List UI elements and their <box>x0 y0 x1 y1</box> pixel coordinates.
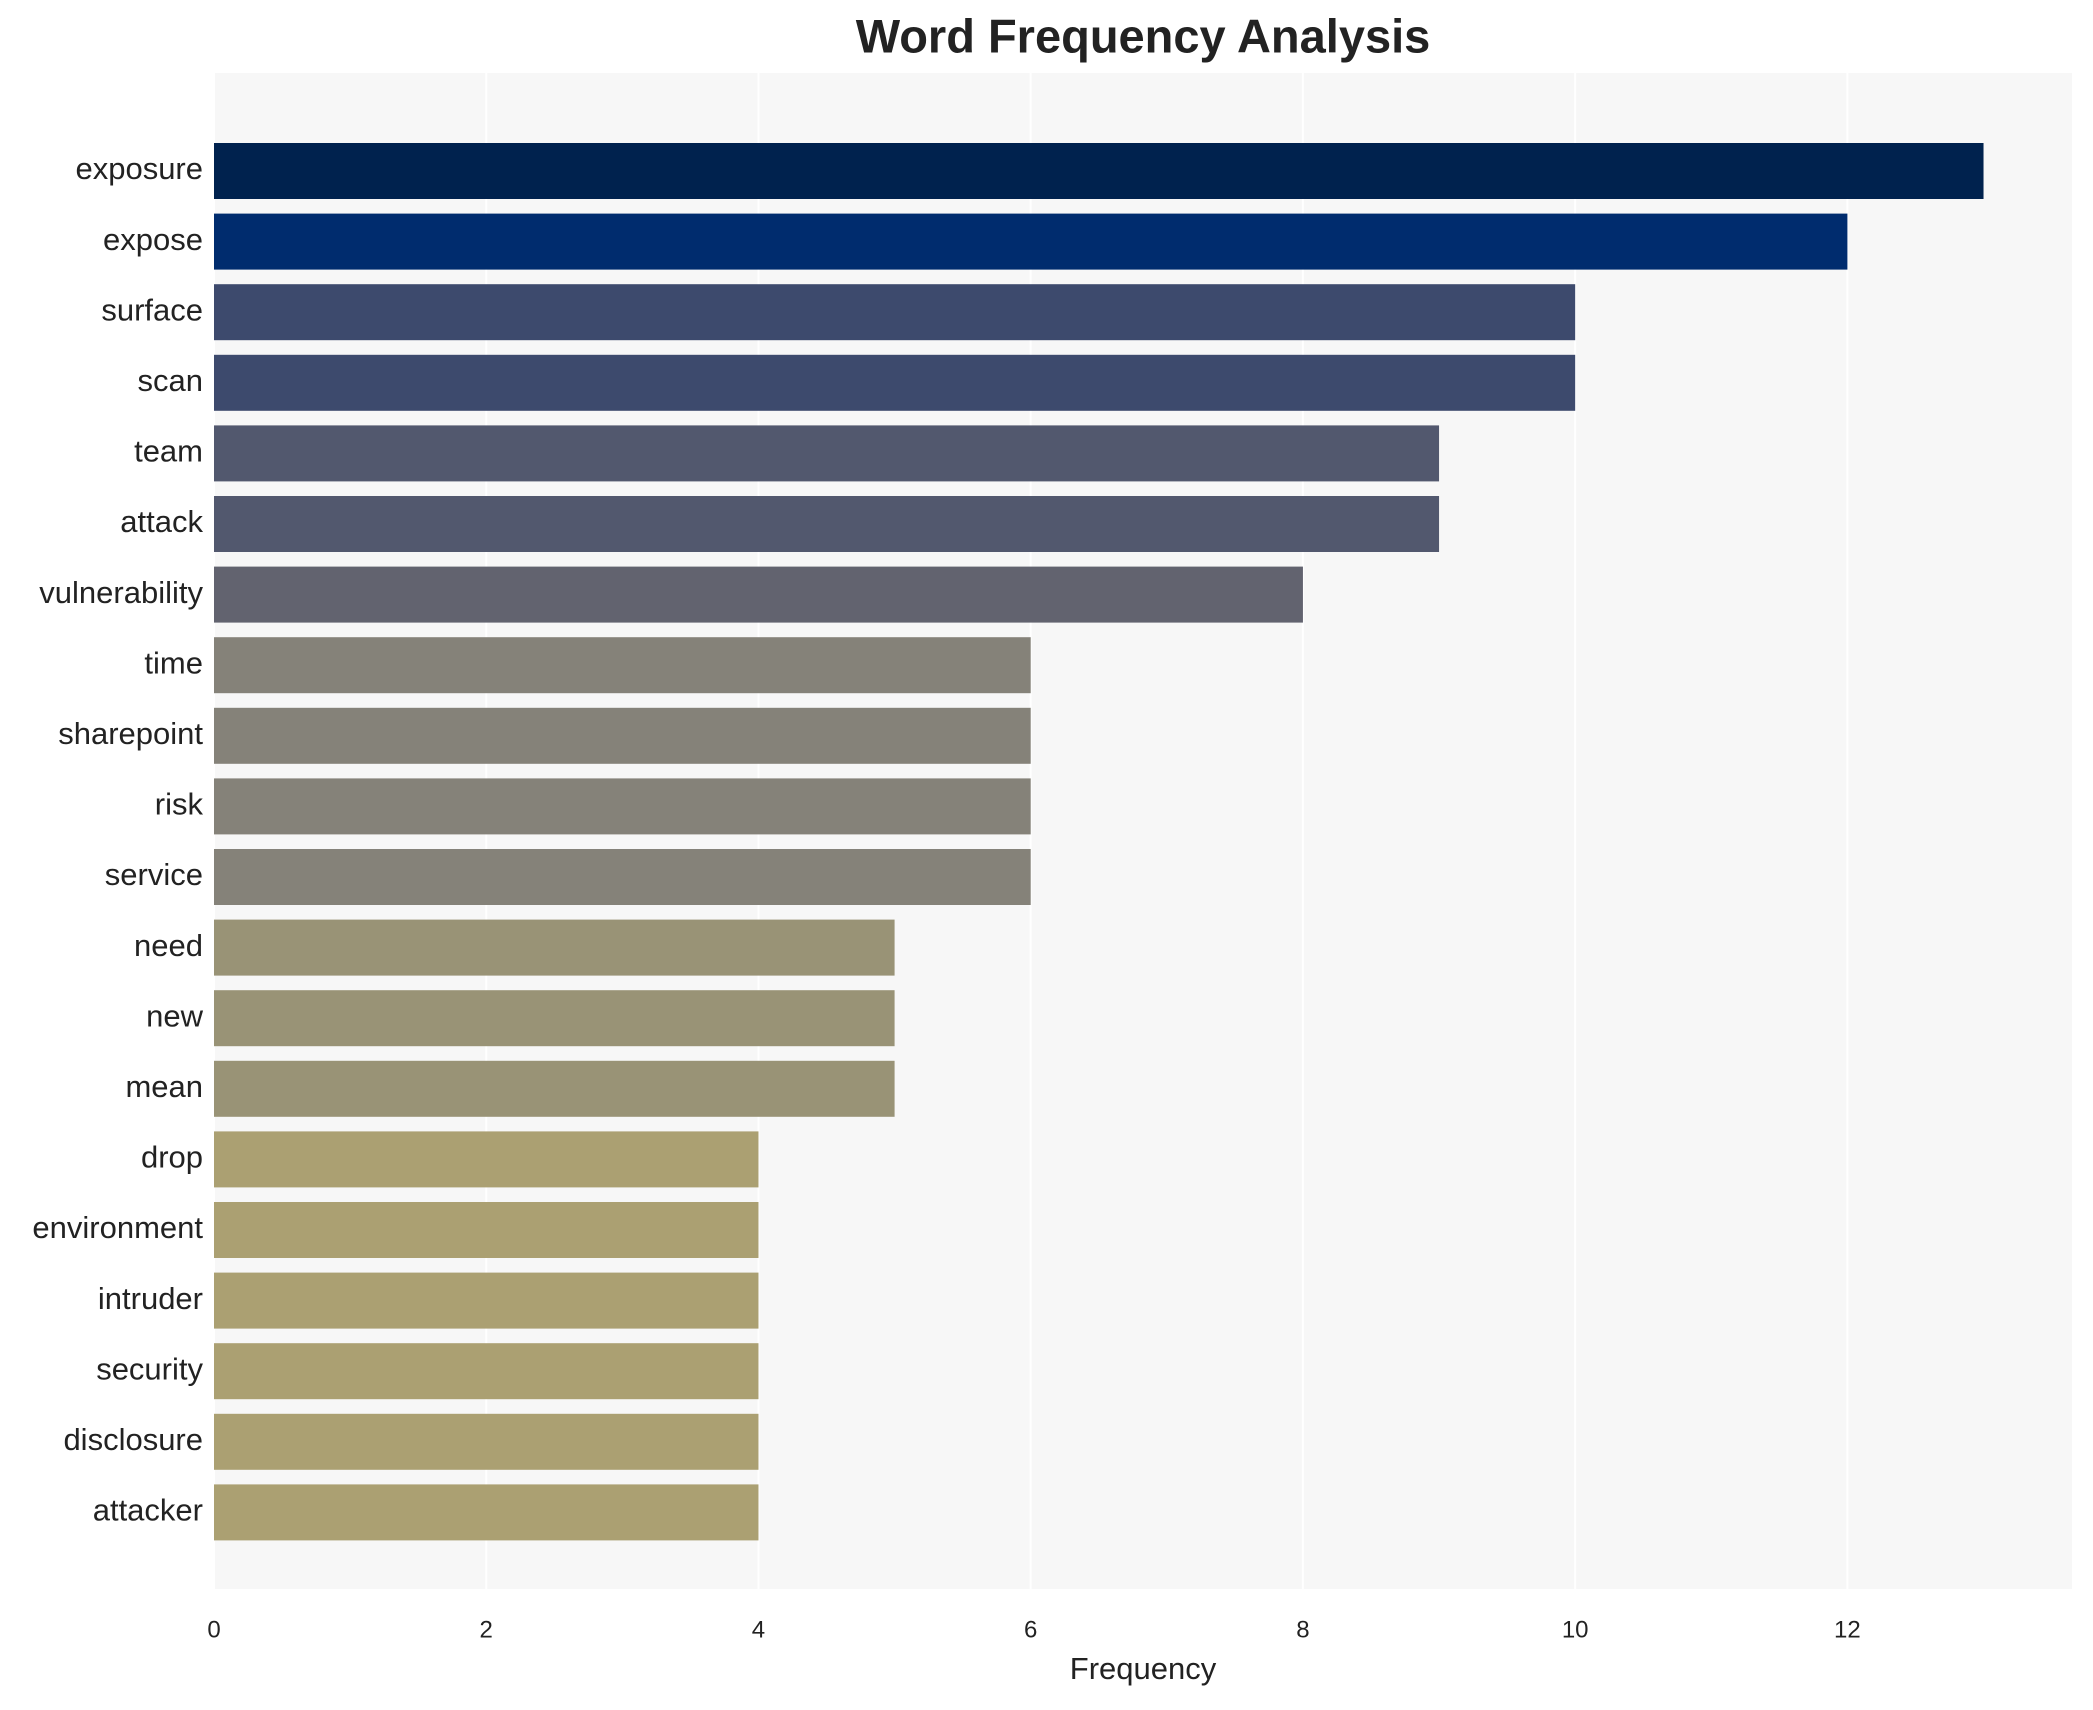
bar <box>214 1413 759 1470</box>
y-tick-label: disclosure <box>63 1422 203 1457</box>
y-tick-label: vulnerability <box>39 575 203 610</box>
y-tick-label: security <box>96 1351 203 1386</box>
bar <box>214 849 1031 905</box>
y-tick-label: exposure <box>75 151 203 186</box>
y-tick-label: risk <box>155 787 204 822</box>
x-tick-label: 6 <box>1024 1616 1037 1643</box>
y-tick-label: time <box>144 645 203 680</box>
y-tick-label: attack <box>120 504 203 539</box>
x-tick-label: 4 <box>752 1616 765 1643</box>
bar <box>214 1131 759 1188</box>
bar <box>214 990 895 1047</box>
x-tick-label: 10 <box>1562 1616 1589 1643</box>
bar <box>214 284 1576 341</box>
x-tick-label: 0 <box>207 1616 220 1643</box>
y-tick-label: need <box>134 928 203 963</box>
bar <box>214 1060 895 1117</box>
bar <box>214 1272 759 1329</box>
y-tick-label: mean <box>125 1069 203 1104</box>
bar <box>214 566 1303 623</box>
x-axis-title: Frequency <box>1070 1651 1217 1686</box>
bar <box>214 1202 759 1258</box>
bar <box>214 637 1031 694</box>
x-tick-label: 2 <box>480 1616 493 1643</box>
bar <box>214 143 1984 199</box>
x-tick-label: 8 <box>1296 1616 1309 1643</box>
bar <box>214 707 1031 764</box>
y-tick-label: service <box>105 857 203 892</box>
bar <box>214 778 1031 835</box>
bar <box>214 213 1848 270</box>
bar <box>214 1343 759 1400</box>
y-tick-label: drop <box>141 1140 203 1175</box>
y-tick-label: environment <box>32 1210 203 1245</box>
chart-title: Word Frequency Analysis <box>856 9 1431 62</box>
x-tick-label: 12 <box>1834 1616 1861 1643</box>
y-tick-label: surface <box>101 292 203 327</box>
y-tick-label: scan <box>138 363 203 398</box>
y-tick-label: new <box>146 998 203 1033</box>
bar <box>214 354 1576 411</box>
bar <box>214 425 1440 482</box>
y-tick-label: team <box>134 434 203 469</box>
bar <box>214 919 895 976</box>
bar <box>214 1484 759 1541</box>
y-tick-label: intruder <box>98 1281 203 1316</box>
y-tick-label: expose <box>103 222 203 257</box>
y-tick-label: attacker <box>93 1493 203 1528</box>
bar <box>214 496 1440 552</box>
y-tick-label: sharepoint <box>58 716 203 751</box>
